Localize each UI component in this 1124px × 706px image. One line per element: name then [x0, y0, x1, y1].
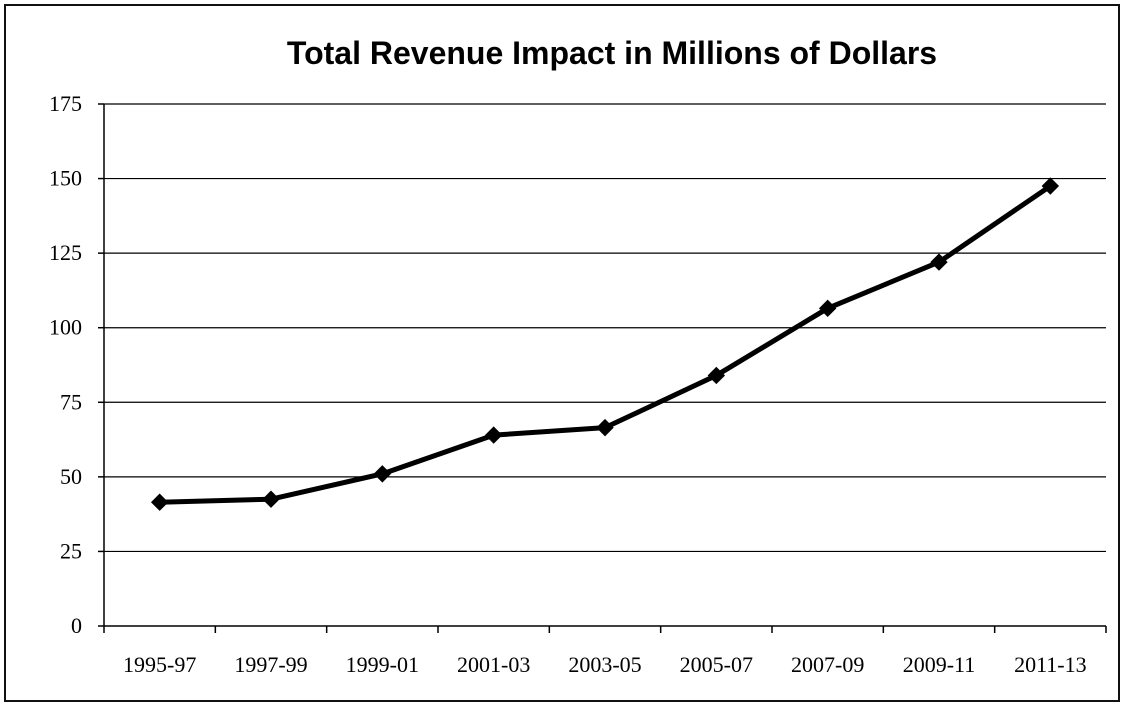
data-point-2009-11 [930, 253, 948, 271]
chart-frame [4, 4, 1120, 702]
series-line-0 [159, 183, 1052, 505]
x-tick-label-2009-11: 2009-11 [903, 652, 976, 677]
y-tick-label-100: 100 [49, 315, 82, 340]
x-tick-label-1999-01: 1999-01 [346, 652, 419, 677]
data-point-2011-13 [1041, 177, 1060, 195]
x-tick-label-1997-99: 1997-99 [234, 652, 307, 677]
y-tick-label-25: 25 [60, 538, 82, 563]
y-tick-label-175: 175 [49, 91, 82, 116]
data-point-2001-03 [484, 426, 503, 444]
y-tick-label-75: 75 [60, 389, 82, 414]
chart-title: Total Revenue Impact in Millions of Doll… [287, 35, 937, 71]
x-tick-label-2001-03: 2001-03 [457, 652, 530, 677]
axes [98, 103, 1107, 633]
data-point-1999-01 [373, 465, 392, 483]
data-point-1997-99 [262, 490, 280, 508]
x-tick-label-1995-97: 1995-97 [123, 652, 196, 677]
data-point-2003-05 [596, 418, 614, 437]
y-tick-label-150: 150 [49, 166, 82, 191]
y-tick-label-50: 50 [60, 464, 82, 489]
x-tick-label-2003-05: 2003-05 [568, 652, 641, 677]
x-axis-tick-labels: 1995-97 1997-99 1999-01 2001-03 2003-05 2005-… [123, 652, 1087, 677]
y-tick-label-0: 0 [71, 613, 82, 638]
series-group [150, 177, 1060, 511]
x-tick-label-2011-13: 2011-13 [1014, 652, 1087, 677]
gridlines [104, 103, 1106, 553]
x-tick-label-2005-07: 2005-07 [680, 652, 753, 677]
y-tick-label-125: 125 [49, 240, 82, 265]
x-tick-label-2007-09: 2007-09 [791, 652, 864, 677]
data-point-2005-07 [707, 366, 726, 385]
y-axis-tick-labels: 0 25 50 75 100 125 150 175 [49, 91, 82, 638]
data-point-1995-97 [150, 493, 169, 511]
data-point-2007-09 [818, 299, 837, 318]
